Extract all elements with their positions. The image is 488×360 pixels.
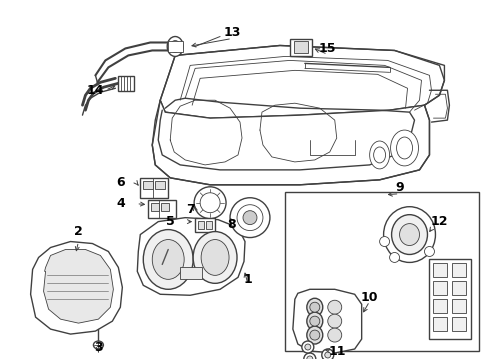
Ellipse shape <box>390 130 418 166</box>
Ellipse shape <box>167 36 183 57</box>
Bar <box>148 200 176 218</box>
Text: 15: 15 <box>318 42 336 55</box>
Ellipse shape <box>399 224 419 246</box>
Ellipse shape <box>373 147 385 163</box>
Bar <box>143 181 153 189</box>
Bar <box>195 218 215 231</box>
Text: 4: 4 <box>116 197 124 210</box>
Bar <box>151 203 159 211</box>
Ellipse shape <box>194 187 225 219</box>
Text: 7: 7 <box>185 203 194 216</box>
Bar <box>140 178 168 198</box>
Text: 13: 13 <box>223 26 240 39</box>
Ellipse shape <box>369 141 389 169</box>
Bar <box>205 221 212 229</box>
Ellipse shape <box>389 252 399 262</box>
Ellipse shape <box>229 198 269 238</box>
Polygon shape <box>292 289 361 353</box>
Ellipse shape <box>237 205 263 231</box>
Ellipse shape <box>143 230 193 289</box>
Ellipse shape <box>327 314 341 328</box>
Ellipse shape <box>152 239 184 279</box>
Bar <box>198 221 203 229</box>
Text: 9: 9 <box>394 181 403 194</box>
Ellipse shape <box>309 316 319 326</box>
Ellipse shape <box>201 239 228 275</box>
Polygon shape <box>137 218 244 295</box>
Ellipse shape <box>327 328 341 342</box>
Ellipse shape <box>193 231 237 283</box>
Ellipse shape <box>396 137 412 159</box>
Ellipse shape <box>243 211 256 225</box>
Text: 8: 8 <box>227 218 236 231</box>
Bar <box>432 282 447 295</box>
Ellipse shape <box>170 41 180 53</box>
Text: 10: 10 <box>360 291 378 304</box>
Bar <box>451 299 466 313</box>
Polygon shape <box>152 100 428 185</box>
Bar <box>432 317 447 331</box>
Ellipse shape <box>424 247 433 256</box>
Polygon shape <box>43 249 113 323</box>
Ellipse shape <box>321 349 333 360</box>
Bar <box>161 203 169 211</box>
Bar <box>293 41 307 53</box>
Polygon shape <box>31 242 122 334</box>
Bar <box>451 264 466 277</box>
Ellipse shape <box>200 193 220 213</box>
Bar <box>428 260 470 339</box>
Ellipse shape <box>391 215 427 255</box>
Ellipse shape <box>303 353 315 360</box>
Ellipse shape <box>306 298 322 316</box>
Ellipse shape <box>306 312 322 330</box>
Ellipse shape <box>327 300 341 314</box>
Text: 1: 1 <box>243 273 252 286</box>
Text: 12: 12 <box>430 215 447 228</box>
Bar <box>289 39 311 57</box>
Bar <box>451 317 466 331</box>
Bar <box>432 264 447 277</box>
Ellipse shape <box>324 352 330 358</box>
Ellipse shape <box>93 341 103 349</box>
Bar <box>285 192 478 351</box>
Bar <box>168 41 183 53</box>
Text: 6: 6 <box>116 176 124 189</box>
Ellipse shape <box>309 330 319 340</box>
Bar <box>451 282 466 295</box>
Bar <box>118 76 134 91</box>
Ellipse shape <box>304 344 310 350</box>
Text: 3: 3 <box>94 341 102 354</box>
Ellipse shape <box>383 207 435 262</box>
Text: 5: 5 <box>165 215 174 228</box>
Ellipse shape <box>301 341 313 353</box>
Ellipse shape <box>306 326 322 344</box>
Bar <box>432 299 447 313</box>
Text: 14: 14 <box>86 84 104 97</box>
Bar <box>180 267 202 279</box>
Text: 11: 11 <box>328 345 346 357</box>
Ellipse shape <box>309 302 319 312</box>
Ellipse shape <box>306 356 312 360</box>
Polygon shape <box>160 45 444 118</box>
Ellipse shape <box>379 237 389 247</box>
Text: 2: 2 <box>74 225 82 238</box>
Bar <box>155 181 165 189</box>
